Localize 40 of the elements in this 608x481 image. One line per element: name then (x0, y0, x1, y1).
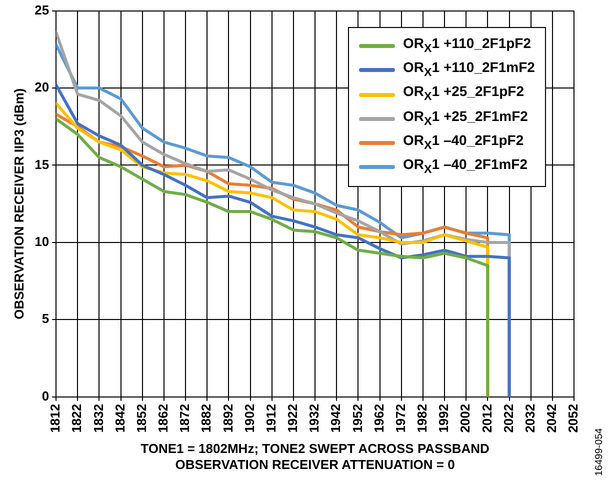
x-tick-label: 2002 (458, 404, 473, 433)
x-tick-label: 1992 (436, 404, 452, 433)
x-tick-label: 2022 (500, 404, 516, 433)
x-tick-label: 1972 (392, 404, 408, 433)
legend-label: OR$_{X}$1 –40_2F1mF2 (403, 155, 528, 178)
text: 16499-054 (594, 428, 605, 476)
x-tick-label: 1842 (112, 404, 128, 433)
x-tick-label: 1872 (177, 404, 192, 433)
y-axis-title: OBSERVATION RECEIVER IIP3 (dBm) (11, 88, 26, 320)
x-tick-label: 2012 (479, 404, 494, 433)
x-tick-label: 1932 (306, 404, 322, 433)
x-tick-label: 1812 (48, 404, 63, 433)
y-tick-label: 10 (34, 234, 50, 250)
y-tick-label: 5 (42, 311, 50, 326)
legend-label: OR$_{X}$1 +110_2F1pF2 (403, 34, 532, 57)
x-tick-label: 1852 (134, 404, 149, 433)
legend-label: OR$_{X}$1 –40_2F1pF2 (403, 130, 524, 154)
y-tick-label: 0 (42, 388, 50, 404)
legend-label: OR$_{X}$1 +25_2F1pF2 (403, 82, 524, 106)
x-tick-label: 1862 (156, 404, 171, 433)
x-tick-label: 1982 (414, 404, 430, 433)
x-tick-label: 1952 (350, 404, 365, 433)
x-tick-label: 1882 (198, 404, 214, 433)
x-tick-label: 1832 (90, 404, 106, 433)
x-tick-label: 1922 (285, 404, 300, 433)
y-tick-label: 25 (34, 2, 50, 18)
x-tick-label: 2032 (522, 404, 538, 433)
x-tick-label: 2052 (566, 404, 581, 433)
legend-label: OR$_{X}$1 +25_2F1mF2 (403, 106, 528, 130)
legend-label: OR$_{X}$1 +110_2F1mF2 (403, 58, 535, 81)
x-tick-label: 1902 (242, 404, 257, 433)
y-tick-label: 20 (34, 80, 50, 95)
x-tick-label: 1892 (220, 404, 236, 433)
x-tick-label: 1822 (69, 404, 84, 433)
x-tick-label: 1962 (371, 404, 386, 433)
x-tick-label: 1942 (328, 404, 344, 433)
y-tick-label: 15 (34, 156, 50, 172)
x-axis-title: TONE1 = 1802MHz; TONE2 SWEPT ACROSS PASSBAND OBSERVATION RECEIVER ATTENUATION = 0 (140, 441, 490, 472)
x-tick-label: 2042 (544, 404, 559, 433)
x-tick-label: 1912 (263, 404, 278, 433)
